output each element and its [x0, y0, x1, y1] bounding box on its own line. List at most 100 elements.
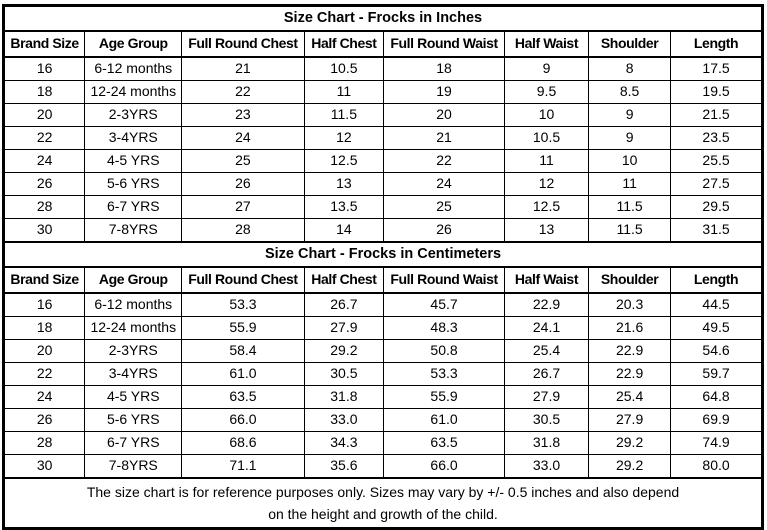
- table-cell: 17.5: [670, 56, 763, 81]
- table-cell: 55.9: [383, 385, 505, 409]
- table-cell: 22.9: [588, 362, 672, 386]
- table-cell: 74.9: [670, 431, 763, 455]
- table-cell: 13: [503, 218, 590, 243]
- table-cell: 6-7 YRS: [84, 431, 183, 455]
- table-cell: 4-5 YRS: [84, 385, 183, 409]
- column-header: Brand Size: [2, 266, 86, 294]
- table-cell: 13.5: [303, 195, 385, 219]
- table-cell: 23: [181, 103, 305, 127]
- table-cell: 2-3YRS: [84, 103, 183, 127]
- column-header-row: Brand Size Age Group Full Round Chest Half …: [2, 266, 763, 294]
- column-header: Full Round Chest: [181, 30, 305, 58]
- table-cell: 24: [383, 172, 505, 196]
- table-cell: 21: [383, 126, 505, 150]
- table-row: 26 5-6 YRS 66.0 33.0 61.0 30.5 27.9 69.9: [2, 408, 763, 432]
- table-cell: 19.5: [670, 80, 763, 104]
- table-cell: 71.1: [181, 454, 305, 479]
- table-row: 24 4-5 YRS 63.5 31.8 55.9 27.9 25.4 64.8: [2, 385, 763, 409]
- table-cell: 25: [181, 149, 305, 173]
- table-cell: 29.2: [588, 454, 672, 479]
- table-cell: 22: [2, 126, 86, 150]
- column-header: Full Round Waist: [383, 30, 505, 58]
- table-cell: 16: [2, 56, 86, 81]
- table-row: 28 6-7 YRS 27 13.5 25 12.5 11.5 29.5: [2, 195, 763, 219]
- table-cell: 26.7: [503, 362, 590, 386]
- table-cell: 8.5: [588, 80, 672, 104]
- table-cell: 2-3YRS: [84, 339, 183, 363]
- table-cell: 53.3: [383, 362, 505, 386]
- table-cell: 26: [2, 172, 86, 196]
- column-header: Brand Size: [2, 30, 86, 58]
- table-cell: 13: [303, 172, 385, 196]
- column-header: Length: [670, 30, 763, 58]
- table-cell: 10.5: [303, 56, 385, 81]
- table-row: 30 7-8YRS 28 14 26 13 11.5 31.5: [2, 218, 763, 243]
- table-cell: 28: [2, 195, 86, 219]
- table-cell: 31.8: [303, 385, 385, 409]
- table-cell: 12-24 months: [84, 80, 183, 104]
- table-cell: 22: [181, 80, 305, 104]
- table-cell: 7-8YRS: [84, 218, 183, 243]
- table-cell: 20: [2, 103, 86, 127]
- table-cell: 31.5: [670, 218, 763, 243]
- table-cell: 10.5: [503, 126, 590, 150]
- table-cell: 20: [383, 103, 505, 127]
- table-cell: 48.3: [383, 316, 505, 340]
- table-row: 16 6-12 months 21 10.5 18 9 8 17.5: [2, 56, 763, 81]
- footer-note-row: The size chart is for reference purposes…: [3, 477, 763, 529]
- table-cell: 11: [303, 80, 385, 104]
- table-cell: 6-12 months: [84, 56, 183, 81]
- table-cell: 63.5: [181, 385, 305, 409]
- section-title: Size Chart - Frocks in Centimeters: [3, 241, 763, 268]
- table-cell: 44.5: [670, 292, 763, 317]
- table-cell: 27.5: [670, 172, 763, 196]
- table-cell: 27.9: [503, 385, 590, 409]
- table-cell: 45.7: [383, 292, 505, 317]
- column-header: Length: [670, 266, 763, 294]
- size-chart-body: Size Chart - Frocks in Inches Brand Size A…: [2, 4, 763, 479]
- table-cell: 20: [2, 339, 86, 363]
- table-cell: 12-24 months: [84, 316, 183, 340]
- table-cell: 5-6 YRS: [84, 408, 183, 432]
- table-cell: 26: [2, 408, 86, 432]
- section-title: Size Chart - Frocks in Inches: [3, 4, 763, 32]
- table-cell: 16: [2, 292, 86, 317]
- table-row: 26 5-6 YRS 26 13 24 12 11 27.5: [2, 172, 763, 196]
- table-cell: 9: [503, 56, 590, 81]
- table-cell: 26: [181, 172, 305, 196]
- table-cell: 7-8YRS: [84, 454, 183, 479]
- table-cell: 12: [303, 126, 385, 150]
- table-cell: 66.0: [383, 454, 505, 479]
- column-header: Shoulder: [588, 30, 672, 58]
- size-chart-page: Size Chart - Frocks in Inches Brand Size A…: [2, 4, 764, 530]
- table-cell: 31.8: [503, 431, 590, 455]
- section-title-row: Size Chart - Frocks in Inches: [3, 4, 763, 32]
- column-header: Half Chest: [303, 30, 385, 58]
- table-cell: 35.6: [303, 454, 385, 479]
- table-cell: 25: [383, 195, 505, 219]
- column-header: Age Group: [84, 266, 183, 294]
- table-cell: 6-12 months: [84, 292, 183, 317]
- table-cell: 5-6 YRS: [84, 172, 183, 196]
- table-cell: 24: [181, 126, 305, 150]
- table-cell: 61.0: [181, 362, 305, 386]
- table-cell: 25.5: [670, 149, 763, 173]
- table-cell: 4-5 YRS: [84, 149, 183, 173]
- table-row: 28 6-7 YRS 68.6 34.3 63.5 31.8 29.2 74.9: [2, 431, 763, 455]
- column-header: Shoulder: [588, 266, 672, 294]
- table-cell: 58.4: [181, 339, 305, 363]
- table-cell: 22: [2, 362, 86, 386]
- table-cell: 24: [2, 385, 86, 409]
- table-cell: 11: [503, 149, 590, 173]
- table-cell: 22.9: [503, 292, 590, 317]
- table-cell: 9: [588, 126, 672, 150]
- column-header: Half Waist: [503, 266, 590, 294]
- table-cell: 6-7 YRS: [84, 195, 183, 219]
- table-cell: 33.0: [303, 408, 385, 432]
- table-cell: 61.0: [383, 408, 505, 432]
- table-cell: 25.4: [588, 385, 672, 409]
- table-cell: 69.9: [670, 408, 763, 432]
- footer-note: The size chart is for reference purposes…: [3, 477, 763, 529]
- table-cell: 23.5: [670, 126, 763, 150]
- table-row: 18 12-24 months 55.9 27.9 48.3 24.1 21.6 49.5: [2, 316, 763, 340]
